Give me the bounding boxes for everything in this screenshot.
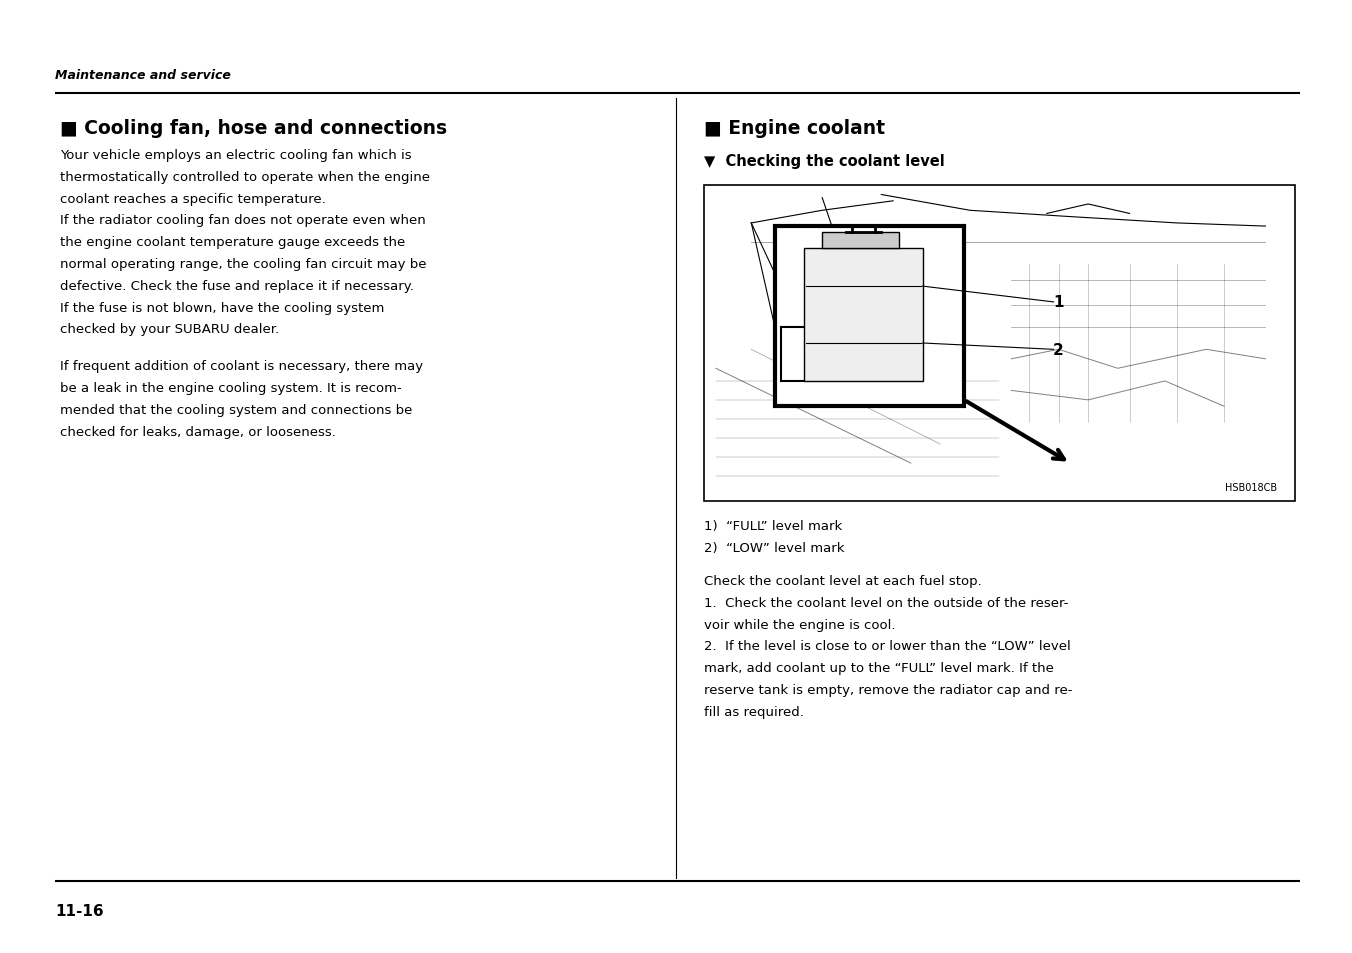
Text: ■ Cooling fan, hose and connections: ■ Cooling fan, hose and connections [59,119,448,138]
Text: the engine coolant temperature gauge exceeds the: the engine coolant temperature gauge exc… [59,236,406,249]
Text: HSB018CB: HSB018CB [1225,482,1278,492]
Text: 11-16: 11-16 [55,903,104,919]
Text: checked by your SUBARU dealer.: checked by your SUBARU dealer. [59,323,279,336]
Text: ▼  Checking the coolant level: ▼ Checking the coolant level [704,153,945,169]
Text: reserve tank is empty, remove the radiator cap and re-: reserve tank is empty, remove the radiat… [704,683,1072,697]
Text: checked for leaks, damage, or looseness.: checked for leaks, damage, or looseness. [59,425,335,438]
Text: thermostatically controlled to operate when the engine: thermostatically controlled to operate w… [59,171,430,184]
Bar [775,227,964,407]
Text: 2)  “LOW” level mark: 2) “LOW” level mark [704,541,845,555]
Text: If the fuse is not blown, have the cooling system: If the fuse is not blown, have the cooli… [59,301,384,314]
Text: If the radiator cooling fan does not operate even when: If the radiator cooling fan does not ope… [59,214,426,227]
Text: 1)  “FULL” level mark: 1) “FULL” level mark [704,519,842,533]
Bar [804,249,922,381]
Text: 2.  If the level is close to or lower than the “LOW” level: 2. If the level is close to or lower tha… [704,639,1071,653]
Text: mended that the cooling system and connections be: mended that the cooling system and conne… [59,403,412,416]
Text: 1: 1 [1053,295,1064,310]
Text: 2: 2 [1053,342,1064,357]
FancyArrowPatch shape [967,402,1064,459]
Text: If frequent addition of coolant is necessary, there may: If frequent addition of coolant is neces… [59,360,423,373]
Text: coolant reaches a specific temperature.: coolant reaches a specific temperature. [59,193,326,206]
Text: 1.  Check the coolant level on the outside of the reser-: 1. Check the coolant level on the outsid… [704,597,1068,609]
Text: normal operating range, the cooling fan circuit may be: normal operating range, the cooling fan … [59,257,426,271]
Bar [704,186,1295,501]
Text: Check the coolant level at each fuel stop.: Check the coolant level at each fuel sto… [704,575,982,587]
Text: defective. Check the fuse and replace it if necessary.: defective. Check the fuse and replace it… [59,279,414,293]
Text: ■ Engine coolant: ■ Engine coolant [704,119,886,138]
Bar [822,233,899,249]
Text: be a leak in the engine cooling system. It is recom-: be a leak in the engine cooling system. … [59,381,402,395]
Text: mark, add coolant up to the “FULL” level mark. If the: mark, add coolant up to the “FULL” level… [704,661,1053,675]
Text: fill as required.: fill as required. [704,705,804,718]
Text: Your vehicle employs an electric cooling fan which is: Your vehicle employs an electric cooling… [59,149,411,162]
Text: Maintenance and service: Maintenance and service [55,69,231,82]
Text: voir while the engine is cool.: voir while the engine is cool. [704,618,895,631]
